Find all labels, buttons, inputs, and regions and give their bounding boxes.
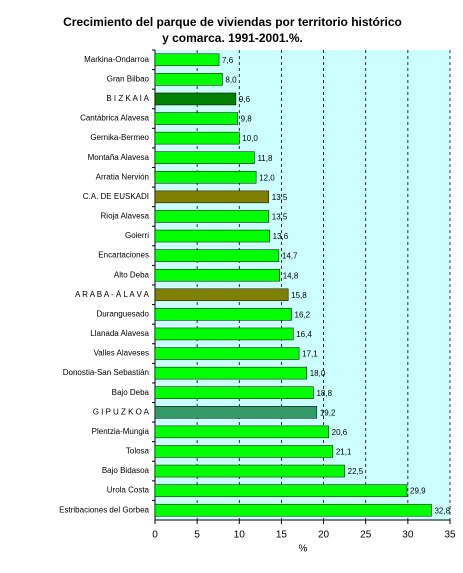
value-label: 7,6: [222, 56, 234, 65]
bar: [154, 288, 289, 302]
y-tick-label: Donostia-San Sebastián: [63, 368, 149, 377]
y-tick-label: Gernika-Bermeo: [90, 133, 149, 142]
value-label: 8,0: [225, 75, 237, 84]
value-label: 20,6: [332, 428, 348, 437]
plot-area: [155, 50, 450, 520]
value-label: 19,2: [320, 408, 336, 417]
bar: [154, 112, 238, 125]
y-tick-label: B I Z K A I A: [106, 94, 149, 103]
value-label: 29,9: [410, 487, 426, 496]
y-tick-label: Duranguesado: [97, 309, 150, 318]
bar: [154, 347, 300, 360]
value-label: 12,0: [259, 173, 275, 182]
bar: [154, 366, 307, 380]
value-label: 16,2: [295, 310, 311, 319]
y-tick-label: A R A B A - Á L A V A: [75, 290, 150, 299]
bar: [154, 171, 257, 184]
value-label: 13,6: [273, 232, 289, 241]
y-tick-label: Tolosa: [126, 447, 150, 456]
bar: [154, 73, 223, 86]
value-label: 18,8: [316, 389, 332, 398]
y-tick-label: Arratia Nervión: [96, 172, 149, 181]
y-tick-label: Encartaciones: [98, 251, 149, 260]
y-tick-label: Cantábrica Alavesa: [80, 114, 149, 123]
bar: [154, 190, 270, 204]
bar: [154, 464, 345, 478]
value-label: 13,5: [272, 193, 288, 202]
y-tick-label: Estribaciones del Gorbea: [59, 505, 149, 514]
y-tick-label: Rioja Alavesa: [101, 212, 150, 221]
y-tick-label: Plentzia-Mungia: [92, 427, 150, 436]
y-tick-label: Llanada Alavesa: [90, 329, 149, 338]
bar: [154, 268, 280, 282]
x-tick-label: 20: [318, 530, 330, 541]
bar: [154, 131, 240, 145]
bar: [154, 210, 270, 223]
y-tick-label: Bajo Deba: [112, 388, 150, 397]
x-tick-label: 10: [234, 530, 246, 541]
chart-title: Crecimiento del parque de viviendas por …: [63, 15, 402, 45]
value-label: 9,6: [239, 95, 251, 104]
value-label: 21,1: [336, 448, 352, 457]
bar: [154, 406, 318, 419]
bar: [154, 425, 329, 439]
value-label: 15,8: [291, 291, 307, 300]
bar: [154, 308, 292, 321]
bar: [154, 249, 280, 262]
y-tick-label: Montaña Alavesa: [88, 153, 150, 162]
value-label: 18,0: [310, 369, 326, 378]
value-label: 22,5: [348, 467, 364, 476]
bar: [154, 484, 408, 497]
bar: [154, 386, 314, 399]
y-tick-label: G I P U Z K O A: [93, 407, 150, 416]
x-tick-label: 25: [360, 530, 372, 541]
value-label: 13,5: [272, 213, 288, 222]
y-tick-label: Markina-Ondarroa: [84, 55, 149, 64]
bar: [154, 327, 294, 341]
value-label: 16,4: [296, 330, 312, 339]
y-tick-label: Gran Bilbao: [107, 74, 150, 83]
bar: [154, 92, 237, 106]
value-label: 32,8: [434, 506, 450, 515]
value-label: 14,8: [283, 271, 299, 280]
x-tick-label: 15: [276, 530, 288, 541]
value-label: 11,8: [257, 154, 273, 163]
bar: [154, 53, 220, 67]
bar: [154, 503, 432, 517]
x-tick-label: 30: [402, 530, 414, 541]
value-label: 17,1: [302, 350, 318, 359]
value-label: 10,0: [242, 134, 258, 143]
x-tick-label: 35: [444, 530, 456, 541]
value-label: 9,8: [241, 115, 253, 124]
y-tick-label: Valles Alaveses: [94, 349, 149, 358]
x-axis-label: %: [299, 544, 308, 555]
x-tick-label: 5: [194, 530, 200, 541]
bar: [154, 445, 334, 458]
y-tick-label: Alto Deba: [114, 270, 150, 279]
bar: [154, 229, 270, 243]
y-tick-label: Urola Costa: [107, 486, 150, 495]
y-tick-label: C.A. DE EUSKADI: [83, 192, 149, 201]
y-tick-label: Goierri: [125, 231, 149, 240]
y-tick-label: Bajo Bidasoa: [102, 466, 150, 475]
bar: [154, 151, 255, 164]
x-tick-label: 0: [152, 530, 158, 541]
value-label: 14,7: [282, 252, 298, 261]
